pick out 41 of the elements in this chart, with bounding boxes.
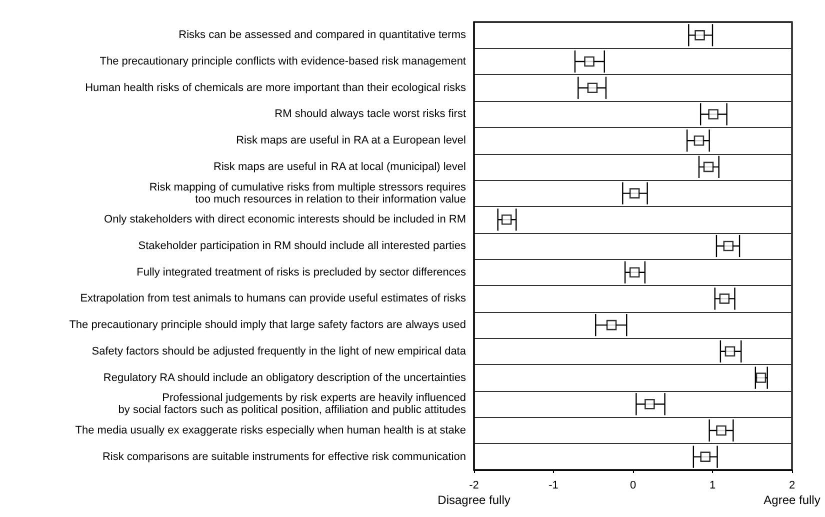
y-tick-label: The precautionary principle conflicts with evidence-based risk management: [100, 56, 466, 68]
point: [644, 398, 655, 410]
x-tick-label: 1: [709, 480, 716, 492]
text: Agree fully: [764, 493, 820, 507]
x-tick-label: 2: [788, 480, 796, 492]
point: [756, 372, 766, 383]
x-tick-label: -2: [469, 480, 479, 492]
x-tick-label: -1: [548, 480, 558, 492]
point: [700, 452, 710, 462]
point: [629, 267, 640, 278]
point: [719, 294, 730, 304]
y-tick-label: Risk maps are useful in RA at a European level: [236, 134, 466, 147]
y-tick-label: Human health risks of chemicals are more important than their ecological risks: [85, 82, 466, 94]
y-tick-label: Regulatory RA should include an obligatory description of the uncertainties: [103, 372, 466, 384]
point: [723, 240, 734, 252]
point: [606, 320, 617, 330]
point: [587, 82, 598, 94]
y-tick-label: Risk mapping of cumulative risks from multiple stressors requires too much resources in relation to their information value: [149, 181, 466, 206]
y-tick-label: Risks can be assessed and compared in quantitative terms: [178, 29, 466, 42]
y-tick-label: The precautionary principle should imply that large safety factors are always used: [69, 319, 466, 332]
point: [724, 346, 736, 357]
y-tick-label: Stakeholder participation in RM should include all interested parties: [138, 240, 466, 252]
point: [703, 162, 714, 172]
point: [501, 214, 512, 225]
y-tick-label: Professional judgements by risk experts are heavily influenced by social factors such as political position, affiliation and public attitudes: [118, 392, 466, 416]
x-tick-label: 0: [630, 480, 636, 492]
point: [694, 30, 705, 40]
y-tick-label: The media usually ex exaggerate risks especially when human health is at stake: [75, 424, 466, 436]
y-tick-label: Extrapolation from test animals to humans can provide useful estimates of risks: [80, 292, 466, 305]
y-tick-label: Only stakeholders with direct economic interests should be included in RM: [104, 214, 466, 226]
point: [629, 188, 640, 198]
point: [694, 135, 704, 146]
y-tick-label: Risk comparisons are suitable instruments for effective risk communication: [102, 450, 466, 463]
y-tick-label: Risk maps are useful in RA at local (municipal) level: [214, 160, 466, 173]
y-tick-label: RM should always tacle worst risks first: [274, 108, 466, 120]
point: [708, 109, 718, 120]
point: [584, 56, 594, 67]
y-tick-label: Fully integrated treatment of risks is precluded by sector differences: [136, 266, 466, 278]
point: [716, 425, 726, 436]
text: Disagree fully: [438, 493, 510, 507]
y-tick-label: Safety factors should be adjusted frequently in the light of new empirical data: [92, 345, 467, 358]
